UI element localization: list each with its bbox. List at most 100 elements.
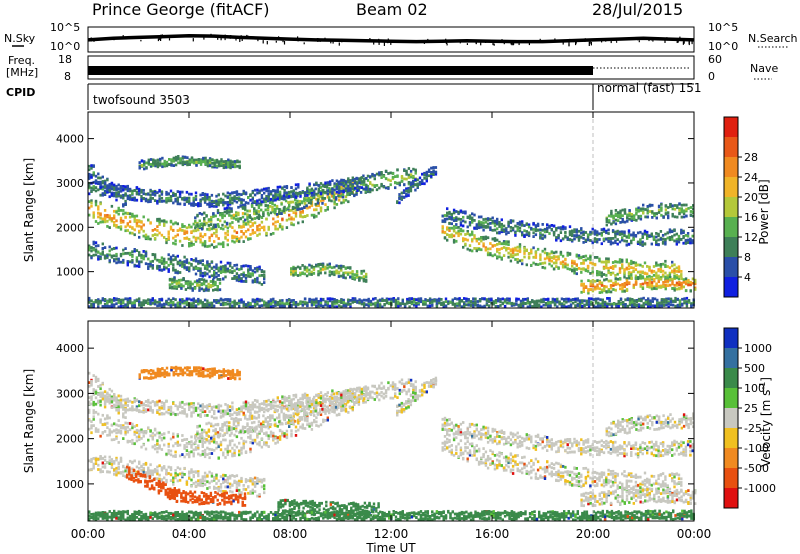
power-cell: [178, 259, 182, 263]
power-cell: [117, 305, 120, 309]
power-cell: [493, 239, 497, 242]
power-cell: [468, 233, 472, 237]
power-cell: [174, 157, 178, 160]
power-cell: [297, 183, 300, 186]
power-cell: [203, 199, 207, 202]
power-cell: [455, 231, 458, 235]
power-cell: [332, 196, 336, 199]
power-cell: [324, 209, 327, 212]
power-cell: [298, 207, 301, 211]
power-cell: [117, 192, 120, 196]
power-cell: [477, 237, 481, 241]
power-cell: [194, 259, 198, 263]
power-cell: [680, 281, 683, 285]
power-cell: [103, 193, 107, 196]
power-cell: [210, 233, 214, 237]
power-cell: [124, 199, 127, 203]
power-cell: [219, 197, 223, 201]
power-cell: [389, 171, 392, 175]
power-cell: [183, 196, 186, 200]
power-cell: [281, 299, 284, 302]
power-cell: [119, 221, 123, 224]
power-cell: [200, 212, 204, 216]
power-cell: [231, 191, 234, 195]
power-cell: [88, 164, 91, 168]
power-cell: [128, 297, 132, 300]
power-cell: [292, 195, 295, 198]
power-cell: [528, 304, 532, 308]
power-cell: [600, 274, 603, 278]
power-cell: [232, 213, 236, 217]
power-cell: [230, 210, 233, 213]
power-cell: [505, 242, 508, 246]
power-cell: [276, 193, 279, 197]
power-cell: [94, 248, 98, 252]
power-cell: [548, 255, 551, 259]
power-cell: [97, 222, 100, 225]
power-cell: [265, 197, 268, 201]
power-cell: [215, 301, 218, 304]
power-cell: [101, 175, 104, 179]
power-cell: [682, 280, 685, 284]
power-cell: [414, 170, 417, 173]
power-cell: [627, 236, 631, 239]
power-cell: [256, 188, 259, 192]
power-cell: [144, 199, 148, 203]
power-cell: [331, 188, 334, 191]
nsky-sample: [572, 39, 574, 43]
nsky-sample: [539, 38, 541, 42]
power-cell: [360, 269, 363, 273]
power-cell: [117, 260, 120, 264]
power-cell: [281, 304, 284, 308]
power-cell: [188, 266, 191, 270]
power-cell: [466, 215, 469, 219]
power-cell: [97, 250, 100, 254]
power-cell: [691, 234, 694, 238]
power-cell: [294, 187, 298, 191]
power-cell: [124, 303, 127, 307]
power-cell: [228, 261, 232, 265]
power-cell: [296, 194, 299, 198]
power-cell: [144, 254, 148, 258]
power-cell: [253, 231, 257, 234]
power-cell: [612, 284, 615, 287]
power-cell: [294, 305, 298, 309]
power-cell: [235, 218, 238, 221]
power-cell: [422, 300, 425, 304]
power-cell: [365, 303, 368, 307]
power-cell: [249, 237, 252, 241]
power-cell: [224, 231, 227, 235]
power-cell: [238, 192, 241, 196]
power-cell: [550, 256, 553, 259]
power-cell: [541, 223, 544, 226]
power-cell: [507, 231, 510, 234]
power-cell: [110, 219, 114, 223]
power-cell: [365, 278, 368, 282]
power-cell: [543, 266, 547, 270]
power-cell: [687, 279, 690, 282]
power-cell: [484, 220, 488, 224]
power-cell: [358, 301, 361, 305]
power-cell: [335, 269, 338, 273]
power-cell: [288, 195, 291, 198]
power-cell: [306, 214, 309, 217]
power-cell: [351, 270, 354, 273]
power-cell: [666, 284, 670, 287]
power-cell: [274, 191, 277, 194]
power-cell: [215, 201, 218, 205]
power-cell: [192, 235, 195, 239]
power-cell: [325, 185, 329, 189]
power-cell: [190, 263, 193, 267]
power-cell: [267, 194, 270, 197]
power-cell: [306, 302, 309, 306]
power-cell: [550, 250, 553, 254]
power-cell: [473, 247, 476, 250]
power-cell: [288, 302, 291, 306]
power-cell: [344, 198, 348, 202]
power-cell: [623, 212, 627, 215]
power-cell: [208, 303, 211, 307]
power-cell: [536, 222, 540, 226]
power-cell: [632, 214, 636, 218]
power-cell: [471, 238, 474, 241]
power-cell: [135, 259, 139, 263]
